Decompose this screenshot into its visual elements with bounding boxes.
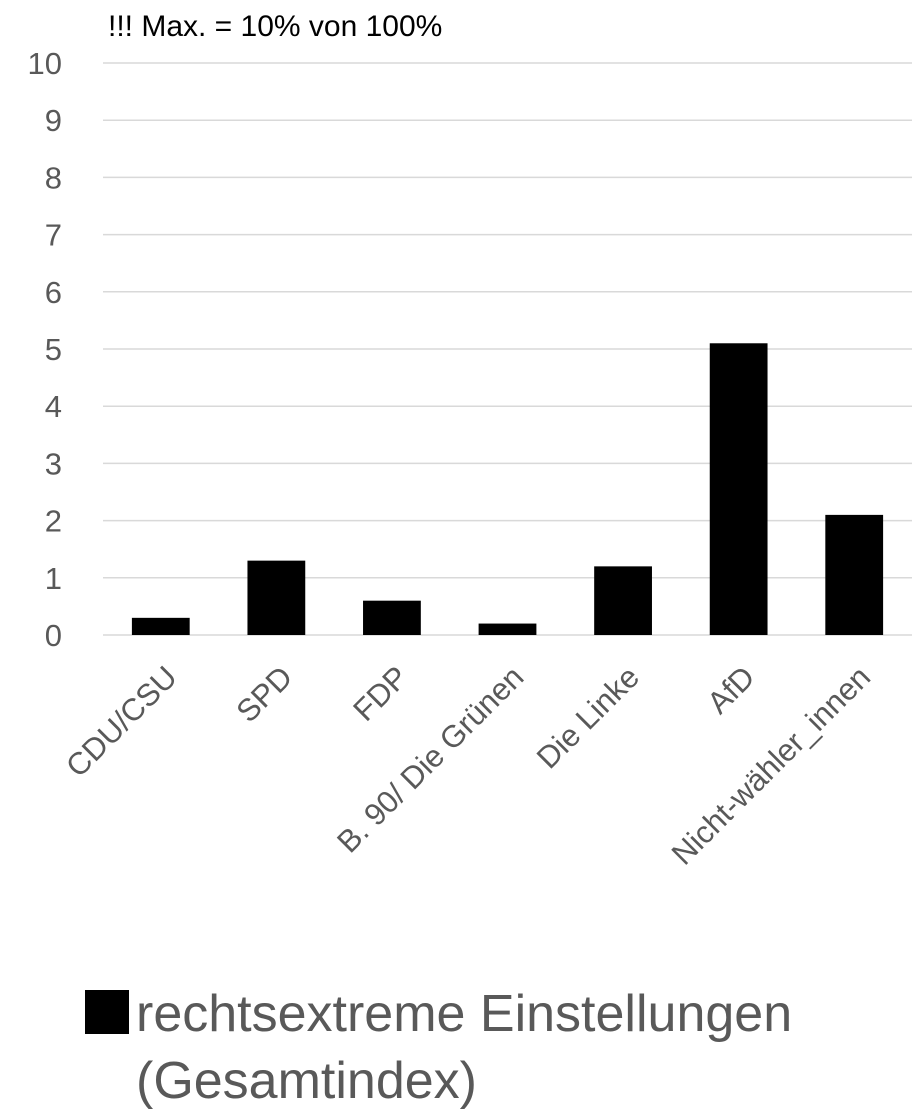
bar-2 [363,600,421,635]
y-tick-label: 9 [45,103,62,138]
y-tick-label: 8 [45,160,62,195]
x-category-label: Nicht-wähler_innen [665,659,877,871]
y-tick-label: 2 [45,504,62,539]
y-tick-label: 3 [45,446,62,481]
x-category-label: AfD [700,659,761,720]
bar-0 [131,617,190,635]
x-category-label: Die Linke [530,659,646,775]
y-tick-label: 1 [45,561,62,596]
x-category-label: SPD [229,659,299,729]
y-tick-label: 5 [45,332,62,367]
bar-4 [594,566,652,635]
legend: rechtsextreme Einstellungen (Gesamtindex… [85,985,792,1110]
bar-5 [709,343,768,635]
y-tick-label: 0 [45,618,62,653]
y-axis-ticks: 0 1 2 3 4 5 6 7 8 9 10 [28,46,62,653]
gridlines [103,62,912,636]
y-tick-label: 10 [28,46,62,81]
legend-label-line2: (Gesamtindex) [136,1052,477,1110]
chart-annotation: !!! Max. = 10% von 100% [108,10,442,43]
legend-swatch [85,990,129,1034]
legend-label-line1: rechtsextreme Einstellungen [136,985,792,1043]
x-category-label: CDU/CSU [59,659,184,784]
bar-3 [478,623,537,635]
bar-1 [247,560,306,635]
bar-6 [825,514,884,635]
x-category-label: FDP [346,659,415,728]
bars [131,343,884,635]
y-tick-label: 7 [45,218,62,253]
y-tick-label: 6 [45,275,62,310]
y-tick-label: 4 [45,389,62,424]
